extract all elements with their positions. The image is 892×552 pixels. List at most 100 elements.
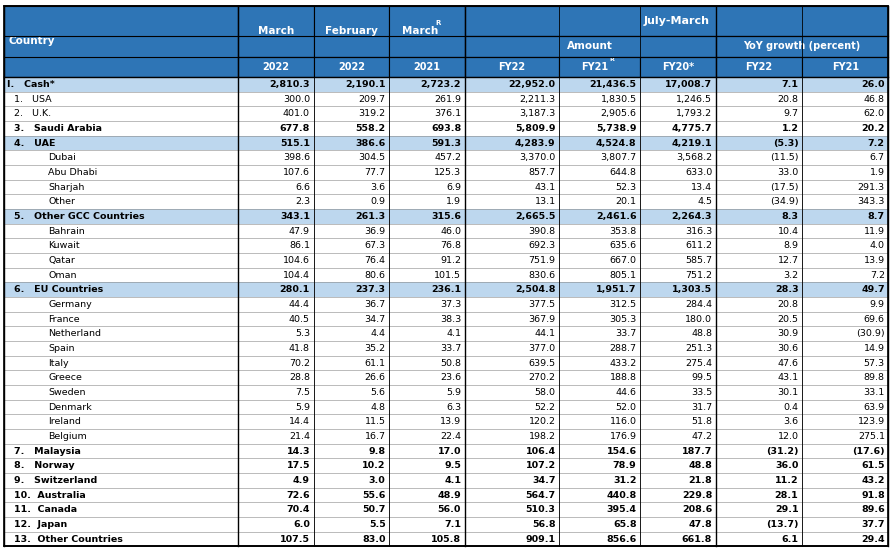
Text: 6.1: 6.1 xyxy=(781,535,798,544)
Text: (17.5): (17.5) xyxy=(770,183,798,192)
Text: 36.9: 36.9 xyxy=(365,226,385,236)
Text: 78.9: 78.9 xyxy=(613,461,637,470)
Text: 44.4: 44.4 xyxy=(289,300,310,309)
Text: 3,568.2: 3,568.2 xyxy=(676,153,712,162)
Text: 57.3: 57.3 xyxy=(863,359,885,368)
Text: March: March xyxy=(401,26,438,36)
Text: FY22: FY22 xyxy=(746,62,772,72)
Bar xyxy=(4,268,888,283)
Text: 48.8: 48.8 xyxy=(691,330,712,338)
Bar xyxy=(4,326,888,341)
Text: 30.1: 30.1 xyxy=(777,388,798,397)
Text: 1.9: 1.9 xyxy=(870,168,885,177)
Text: 70.2: 70.2 xyxy=(289,359,310,368)
Text: 86.1: 86.1 xyxy=(289,241,310,250)
Text: (31.2): (31.2) xyxy=(766,447,798,455)
Text: 52.0: 52.0 xyxy=(615,402,637,412)
Text: 510.3: 510.3 xyxy=(525,505,556,514)
Text: 5,738.9: 5,738.9 xyxy=(596,124,637,133)
Text: 125.3: 125.3 xyxy=(434,168,461,177)
Text: Netherland: Netherland xyxy=(48,330,101,338)
Text: (13.7): (13.7) xyxy=(766,520,798,529)
Bar xyxy=(465,6,888,36)
Text: 312.5: 312.5 xyxy=(609,300,637,309)
Text: 41.8: 41.8 xyxy=(289,344,310,353)
Text: 558.2: 558.2 xyxy=(355,124,385,133)
Text: 261.3: 261.3 xyxy=(355,212,385,221)
Text: YoY growth (percent): YoY growth (percent) xyxy=(743,41,861,51)
Text: 37.7: 37.7 xyxy=(862,520,885,529)
Text: 11.2: 11.2 xyxy=(775,476,798,485)
Text: 67.3: 67.3 xyxy=(365,241,385,250)
Text: 5.5: 5.5 xyxy=(368,520,385,529)
Text: 47.8: 47.8 xyxy=(689,520,712,529)
Text: 9.   Switzerland: 9. Switzerland xyxy=(14,476,97,485)
Text: 48.9: 48.9 xyxy=(437,491,461,500)
Text: 1.2: 1.2 xyxy=(781,124,798,133)
Text: 433.2: 433.2 xyxy=(609,359,637,368)
Text: 639.5: 639.5 xyxy=(528,359,556,368)
Text: Ireland: Ireland xyxy=(48,417,81,426)
Text: 693.8: 693.8 xyxy=(431,124,461,133)
Bar xyxy=(4,370,888,385)
Text: 4.9: 4.9 xyxy=(293,476,310,485)
Text: 31.7: 31.7 xyxy=(691,402,712,412)
Text: 105.8: 105.8 xyxy=(431,535,461,544)
Text: 21,436.5: 21,436.5 xyxy=(590,80,637,89)
Text: 2022: 2022 xyxy=(262,62,289,72)
Text: 2,723.2: 2,723.2 xyxy=(421,80,461,89)
Text: 43.1: 43.1 xyxy=(777,373,798,383)
Text: 21.4: 21.4 xyxy=(289,432,310,441)
Text: 2,190.1: 2,190.1 xyxy=(345,80,385,89)
Text: 304.5: 304.5 xyxy=(359,153,385,162)
Bar xyxy=(4,444,888,459)
Text: 13.  Other Countries: 13. Other Countries xyxy=(14,535,123,544)
Text: 270.2: 270.2 xyxy=(529,373,556,383)
Text: 5.3: 5.3 xyxy=(295,330,310,338)
Text: 8.7: 8.7 xyxy=(868,212,885,221)
Text: 180.0: 180.0 xyxy=(685,315,712,323)
Text: 37.3: 37.3 xyxy=(440,300,461,309)
Bar xyxy=(465,36,715,57)
Text: 236.1: 236.1 xyxy=(431,285,461,294)
Text: 611.2: 611.2 xyxy=(685,241,712,250)
Text: 55.6: 55.6 xyxy=(362,491,385,500)
Text: Germany: Germany xyxy=(48,300,92,309)
Text: 4,524.8: 4,524.8 xyxy=(596,139,637,147)
Text: 251.3: 251.3 xyxy=(685,344,712,353)
Text: 398.6: 398.6 xyxy=(283,153,310,162)
Text: 83.0: 83.0 xyxy=(362,535,385,544)
Text: 2021: 2021 xyxy=(413,62,441,72)
Text: Italy: Italy xyxy=(48,359,69,368)
Text: Other: Other xyxy=(48,197,75,206)
Text: 40.5: 40.5 xyxy=(289,315,310,323)
Text: 3,807.7: 3,807.7 xyxy=(600,153,637,162)
Text: 305.3: 305.3 xyxy=(609,315,637,323)
Text: Country: Country xyxy=(8,36,54,46)
Text: 2,264.3: 2,264.3 xyxy=(672,212,712,221)
Text: 9.8: 9.8 xyxy=(368,447,385,455)
Bar xyxy=(715,36,888,57)
Text: 7.   Malaysia: 7. Malaysia xyxy=(14,447,81,455)
Text: February: February xyxy=(325,26,378,36)
Bar xyxy=(4,136,888,150)
Text: 401.0: 401.0 xyxy=(283,109,310,118)
Text: 1,951.7: 1,951.7 xyxy=(596,285,637,294)
Bar xyxy=(4,517,888,532)
Bar xyxy=(4,107,888,121)
Bar xyxy=(4,150,888,165)
Text: 63.9: 63.9 xyxy=(863,402,885,412)
Bar xyxy=(4,77,888,92)
Bar xyxy=(4,121,888,136)
Text: 591.3: 591.3 xyxy=(431,139,461,147)
Bar xyxy=(4,312,888,326)
Text: 123.9: 123.9 xyxy=(858,417,885,426)
Text: 176.9: 176.9 xyxy=(609,432,637,441)
Text: 457.2: 457.2 xyxy=(434,153,461,162)
Text: France: France xyxy=(48,315,79,323)
Text: 353.8: 353.8 xyxy=(609,226,637,236)
Text: 16.7: 16.7 xyxy=(365,432,385,441)
Text: 376.1: 376.1 xyxy=(434,109,461,118)
Text: 58.0: 58.0 xyxy=(534,388,556,397)
Text: 4.1: 4.1 xyxy=(444,476,461,485)
